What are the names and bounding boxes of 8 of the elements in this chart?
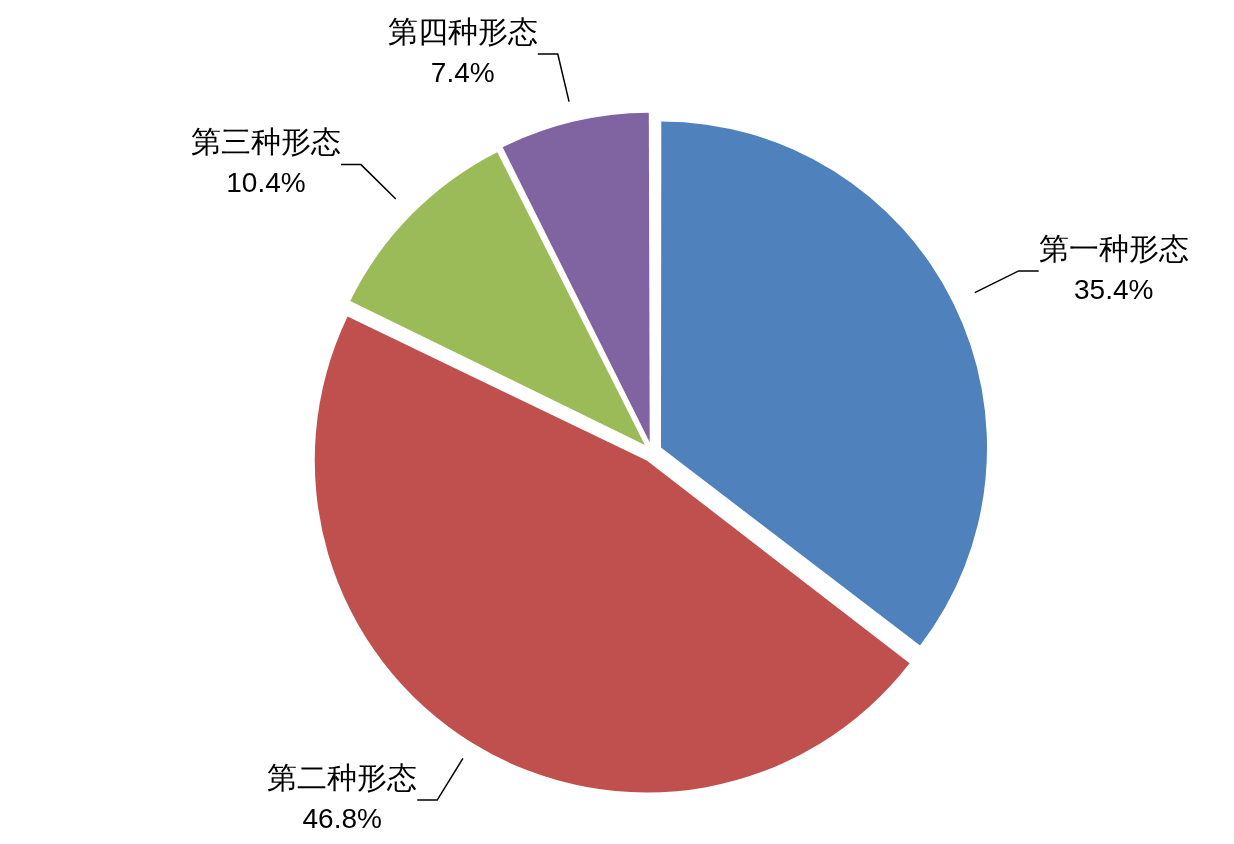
data-label: 46.8% [302, 802, 382, 834]
slice-label: 第三种形态 [190, 124, 341, 160]
slice-label: 第二种形态 [267, 759, 418, 795]
data-label: 7.4% [430, 56, 495, 88]
data-label: 35.4% [1074, 273, 1154, 305]
slice-label: 第一种形态 [1038, 230, 1189, 266]
data-label: 10.4% [226, 167, 306, 199]
slice-label: 第四种形态 [387, 13, 538, 49]
